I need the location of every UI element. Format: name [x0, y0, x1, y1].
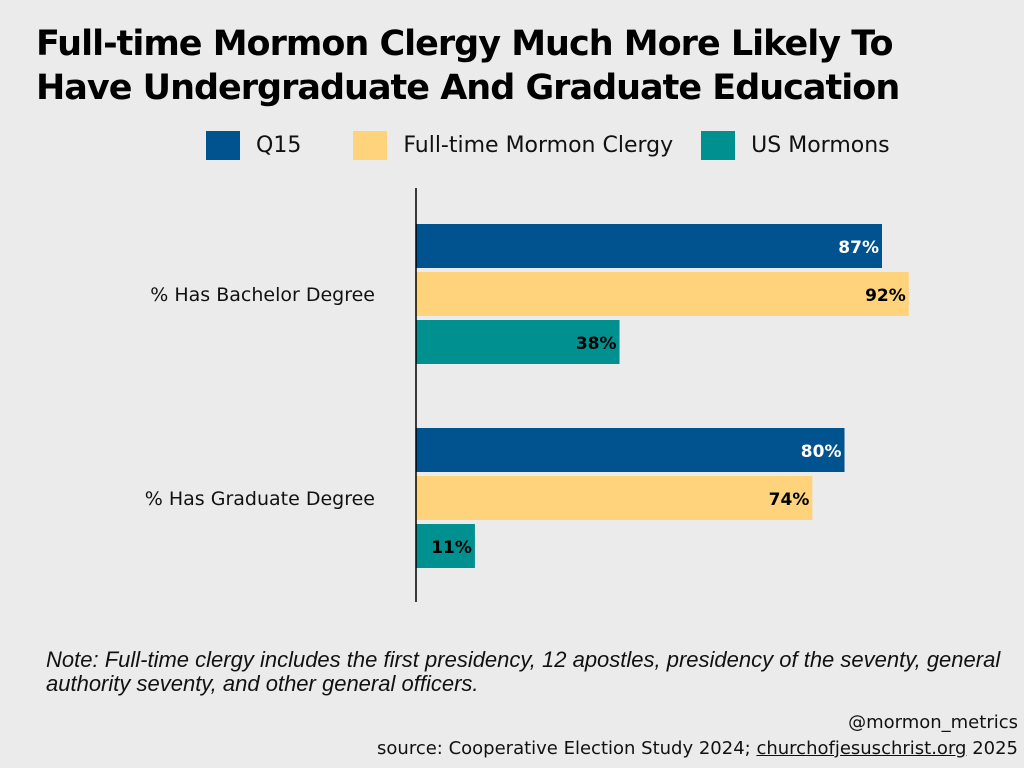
- legend-item-clergy: Full-time Mormon Clergy: [353, 131, 673, 160]
- bar: [416, 428, 845, 472]
- legend: Q15 Full-time Mormon Clergy US Mormons: [206, 131, 918, 160]
- chart-title: Full-time Mormon Clergy Much More Likely…: [36, 24, 900, 108]
- bar: [416, 272, 909, 316]
- source-link[interactable]: churchofjesuschrist.org: [756, 738, 967, 759]
- legend-swatch: [701, 131, 736, 160]
- handle: @mormon_metrics: [848, 712, 1018, 733]
- source-prefix: source: Cooperative Election Study 2024;: [377, 738, 751, 759]
- credits: @mormon_metrics source: Cooperative Elec…: [377, 710, 1018, 762]
- bar: [416, 224, 882, 268]
- legend-label: Full-time Mormon Clergy: [403, 133, 674, 158]
- legend-label: US Mormons: [751, 133, 890, 158]
- category-label: % Has Bachelor Degree: [150, 284, 375, 306]
- footnote: Note: Full-time clergy includes the firs…: [46, 647, 1001, 696]
- source-suffix: 2025: [972, 738, 1018, 759]
- bar: [416, 320, 620, 364]
- data-label: 92%: [865, 286, 906, 306]
- bar: [416, 524, 475, 568]
- data-label: 87%: [838, 238, 879, 258]
- category-label: % Has Graduate Degree: [145, 488, 375, 510]
- data-label: 74%: [769, 490, 810, 510]
- legend-item-us-mormons: US Mormons: [701, 131, 890, 160]
- source-line: source: Cooperative Election Study 2024;…: [377, 736, 1018, 762]
- legend-label: Q15: [256, 133, 302, 158]
- legend-item-q15: Q15: [206, 131, 325, 160]
- data-label: 11%: [431, 538, 472, 558]
- bar: [416, 476, 813, 520]
- data-label: 38%: [576, 334, 617, 354]
- data-label: 80%: [801, 442, 842, 462]
- legend-swatch: [206, 131, 240, 160]
- legend-swatch: [353, 131, 388, 160]
